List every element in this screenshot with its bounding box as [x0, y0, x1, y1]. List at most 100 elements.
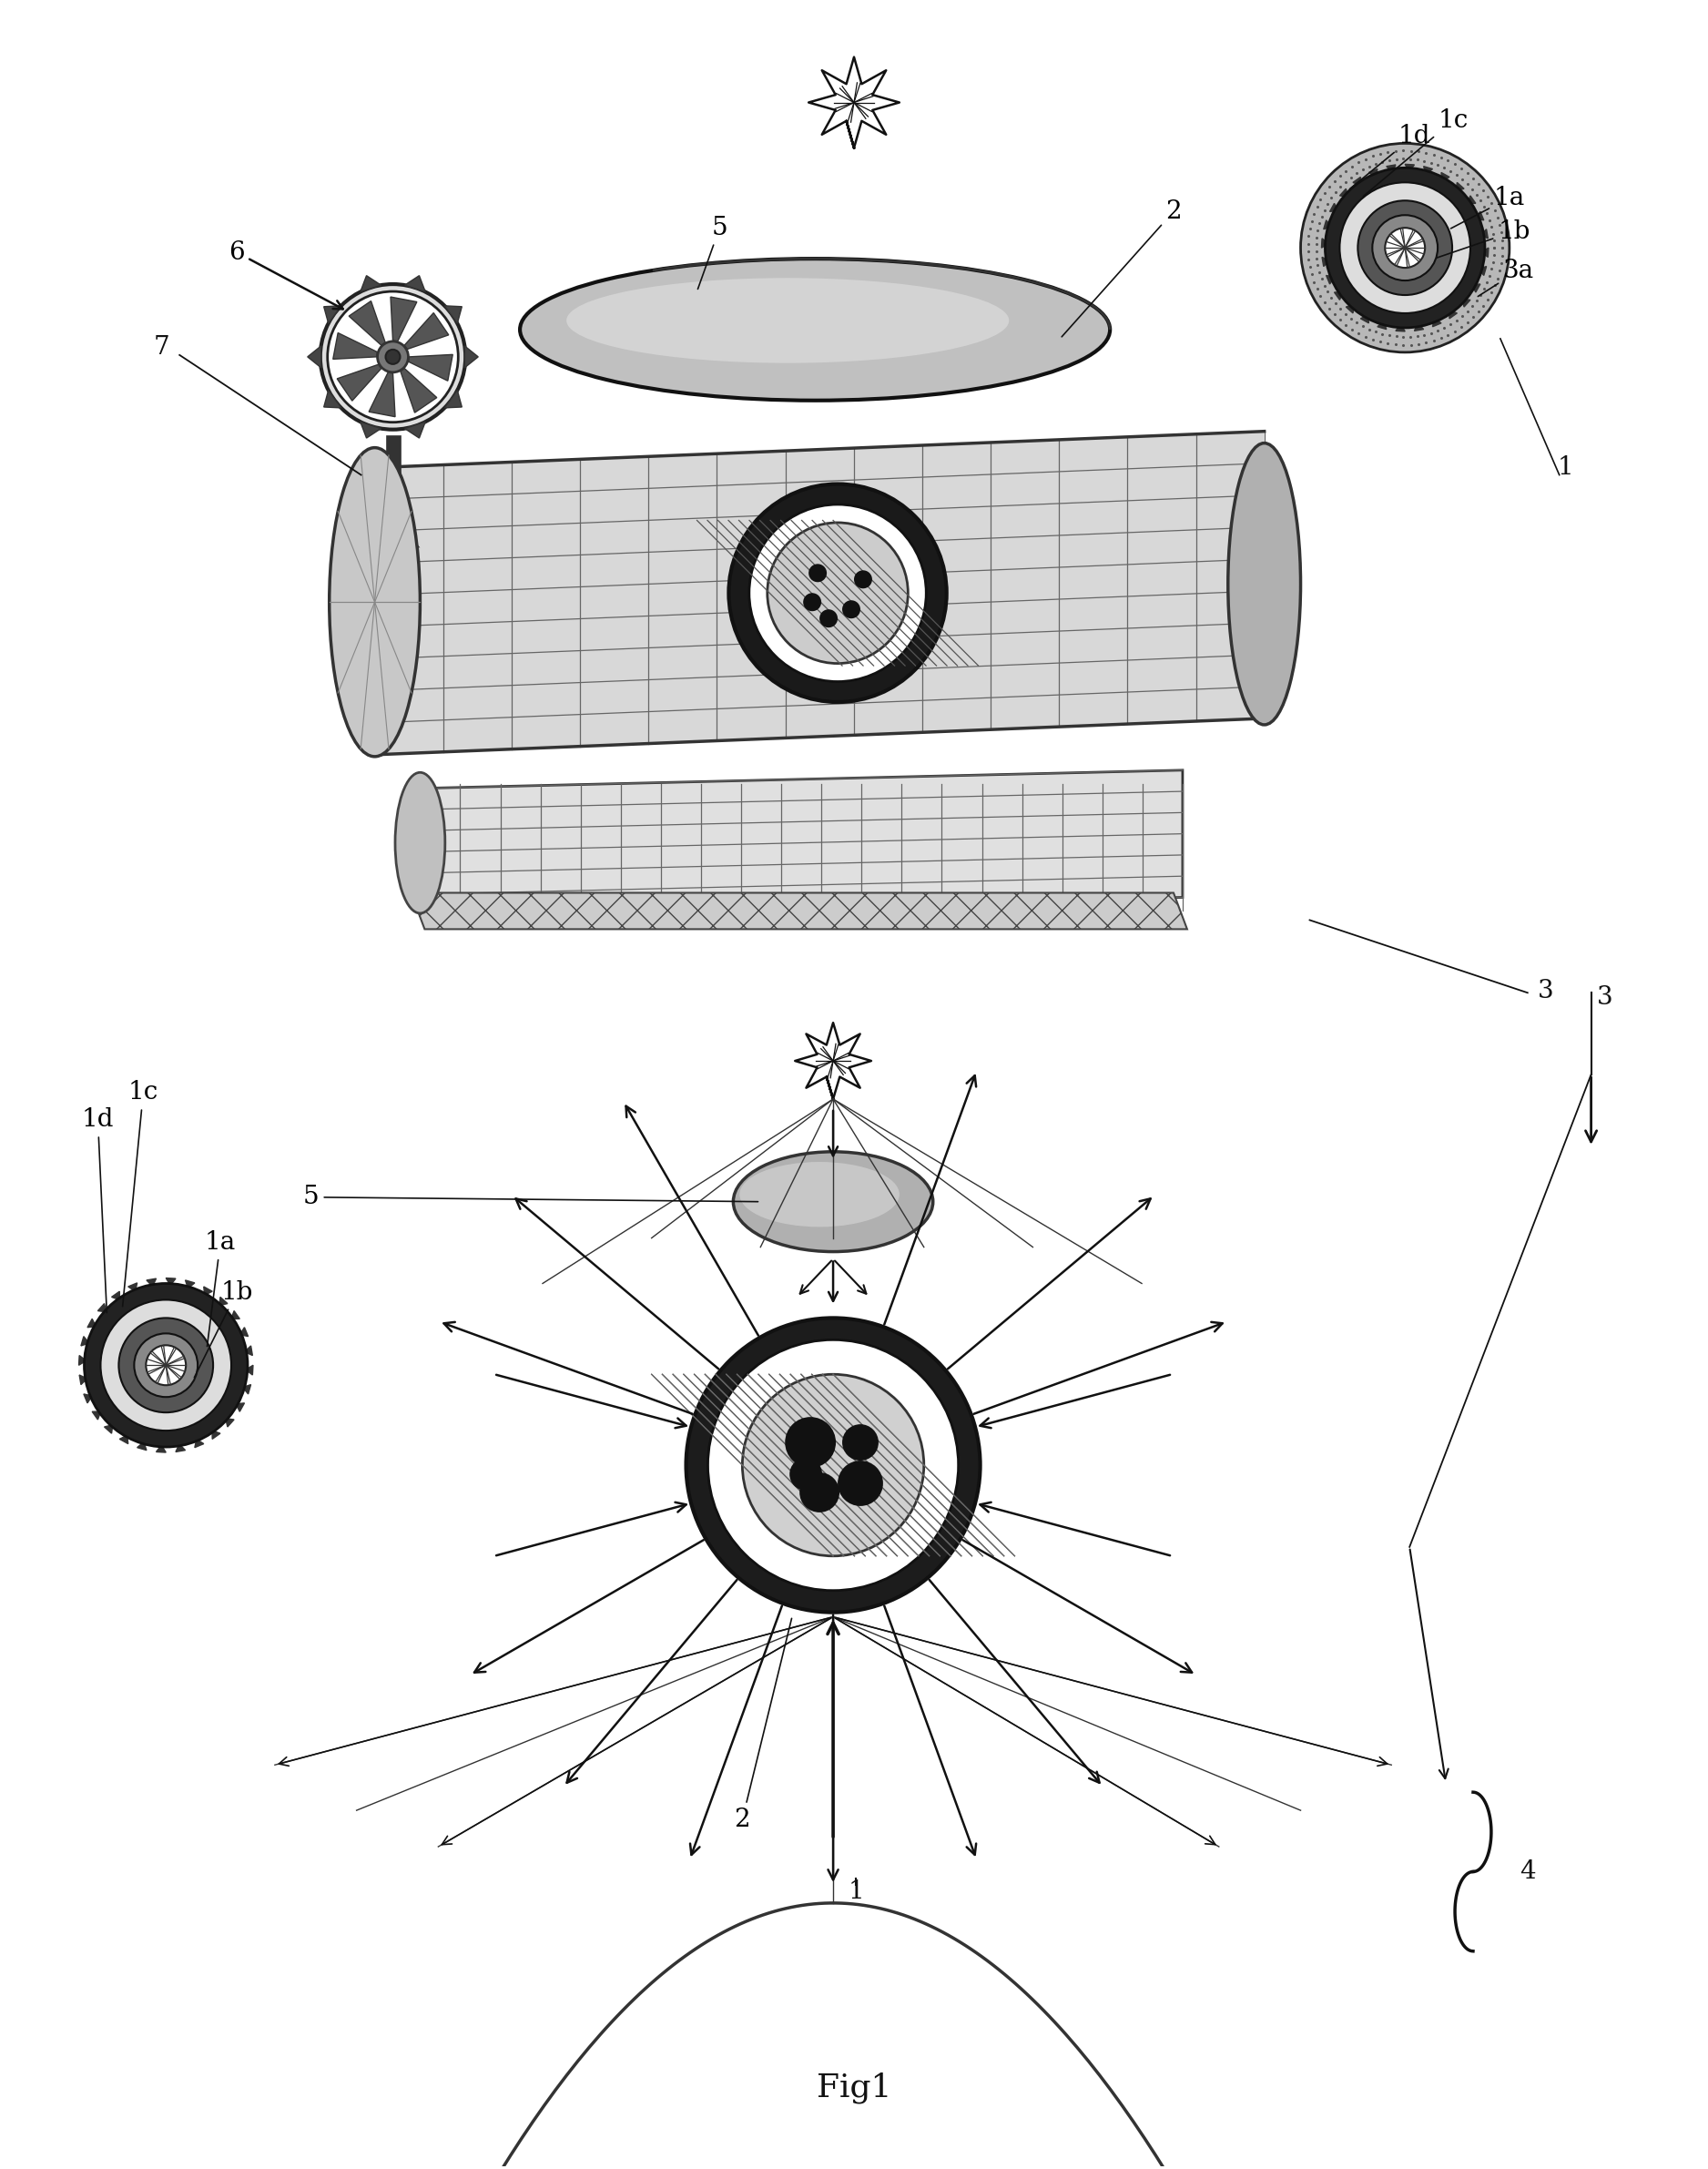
Circle shape: [842, 1425, 878, 1460]
Polygon shape: [348, 301, 386, 345]
Text: 3: 3: [1597, 985, 1612, 1009]
Polygon shape: [203, 1286, 212, 1295]
Circle shape: [1358, 200, 1452, 295]
Circle shape: [786, 1416, 835, 1468]
Polygon shape: [360, 421, 381, 438]
Circle shape: [1300, 143, 1510, 351]
Polygon shape: [1353, 178, 1361, 187]
Polygon shape: [155, 1445, 166, 1453]
Circle shape: [1372, 215, 1438, 280]
Circle shape: [1325, 167, 1484, 328]
Text: 7: 7: [154, 336, 169, 360]
Polygon shape: [246, 1364, 253, 1375]
Polygon shape: [1322, 258, 1331, 267]
Circle shape: [743, 1375, 924, 1555]
Polygon shape: [405, 421, 425, 438]
Polygon shape: [1331, 204, 1339, 213]
Polygon shape: [104, 1425, 113, 1434]
Polygon shape: [79, 1356, 85, 1364]
Ellipse shape: [729, 484, 946, 703]
Circle shape: [707, 1340, 958, 1590]
Polygon shape: [212, 1429, 220, 1438]
Polygon shape: [1462, 299, 1471, 306]
Polygon shape: [243, 1384, 251, 1395]
Circle shape: [842, 601, 861, 618]
Polygon shape: [412, 894, 1187, 928]
Circle shape: [120, 1319, 214, 1412]
Circle shape: [1339, 182, 1471, 312]
Polygon shape: [1361, 315, 1368, 323]
Circle shape: [799, 1473, 839, 1512]
Text: 5: 5: [699, 215, 728, 288]
Text: 1d: 1d: [1349, 124, 1430, 189]
Polygon shape: [366, 516, 420, 547]
Polygon shape: [444, 306, 461, 323]
Text: 1: 1: [847, 1881, 864, 1904]
Polygon shape: [1455, 182, 1464, 191]
Polygon shape: [244, 1345, 253, 1356]
Polygon shape: [176, 1445, 184, 1451]
Polygon shape: [444, 390, 461, 408]
Polygon shape: [369, 373, 395, 416]
Polygon shape: [1406, 165, 1414, 171]
Ellipse shape: [519, 258, 1110, 401]
Ellipse shape: [567, 278, 1009, 362]
Text: 5: 5: [302, 1184, 758, 1210]
Polygon shape: [1322, 239, 1329, 247]
Polygon shape: [111, 1291, 120, 1299]
Polygon shape: [1377, 321, 1387, 330]
Polygon shape: [79, 1375, 87, 1384]
Polygon shape: [166, 1278, 176, 1286]
Polygon shape: [1324, 221, 1332, 230]
Polygon shape: [97, 1304, 106, 1312]
Text: 3: 3: [1537, 978, 1554, 1004]
Polygon shape: [1387, 165, 1395, 174]
Circle shape: [101, 1299, 231, 1432]
Text: 1c: 1c: [1363, 108, 1469, 195]
Ellipse shape: [740, 1163, 900, 1228]
Polygon shape: [420, 770, 1182, 915]
Ellipse shape: [767, 523, 909, 664]
Text: 4: 4: [1520, 1859, 1535, 1885]
Text: 1b: 1b: [195, 1280, 253, 1377]
Polygon shape: [1339, 189, 1348, 197]
Polygon shape: [1448, 310, 1457, 319]
Polygon shape: [1423, 167, 1433, 174]
Polygon shape: [408, 354, 453, 382]
Polygon shape: [1472, 284, 1481, 293]
Polygon shape: [195, 1438, 203, 1447]
Polygon shape: [1479, 267, 1486, 275]
Polygon shape: [325, 306, 342, 323]
Polygon shape: [1481, 230, 1488, 239]
Polygon shape: [128, 1282, 137, 1291]
Polygon shape: [400, 369, 437, 412]
Polygon shape: [1346, 304, 1354, 312]
Polygon shape: [1442, 174, 1450, 180]
Polygon shape: [1368, 169, 1377, 178]
Text: 1b: 1b: [1436, 219, 1530, 258]
Polygon shape: [808, 56, 900, 147]
Polygon shape: [137, 1442, 147, 1451]
Polygon shape: [405, 312, 449, 349]
Text: 1: 1: [1558, 455, 1573, 479]
Ellipse shape: [733, 1152, 933, 1252]
Polygon shape: [374, 432, 1264, 755]
Polygon shape: [225, 1419, 234, 1427]
Circle shape: [377, 341, 408, 373]
Polygon shape: [1481, 247, 1488, 258]
Circle shape: [319, 284, 466, 429]
Text: 1a: 1a: [1450, 187, 1525, 228]
Polygon shape: [1414, 323, 1423, 332]
Ellipse shape: [395, 772, 446, 913]
Circle shape: [820, 609, 837, 627]
Circle shape: [386, 349, 400, 364]
Polygon shape: [360, 275, 381, 293]
Text: 1a: 1a: [205, 1230, 236, 1347]
Polygon shape: [405, 275, 425, 293]
Circle shape: [808, 564, 827, 581]
Polygon shape: [1325, 275, 1334, 284]
Circle shape: [135, 1334, 198, 1397]
Polygon shape: [231, 1310, 239, 1319]
Polygon shape: [1467, 195, 1476, 204]
Ellipse shape: [750, 505, 926, 681]
